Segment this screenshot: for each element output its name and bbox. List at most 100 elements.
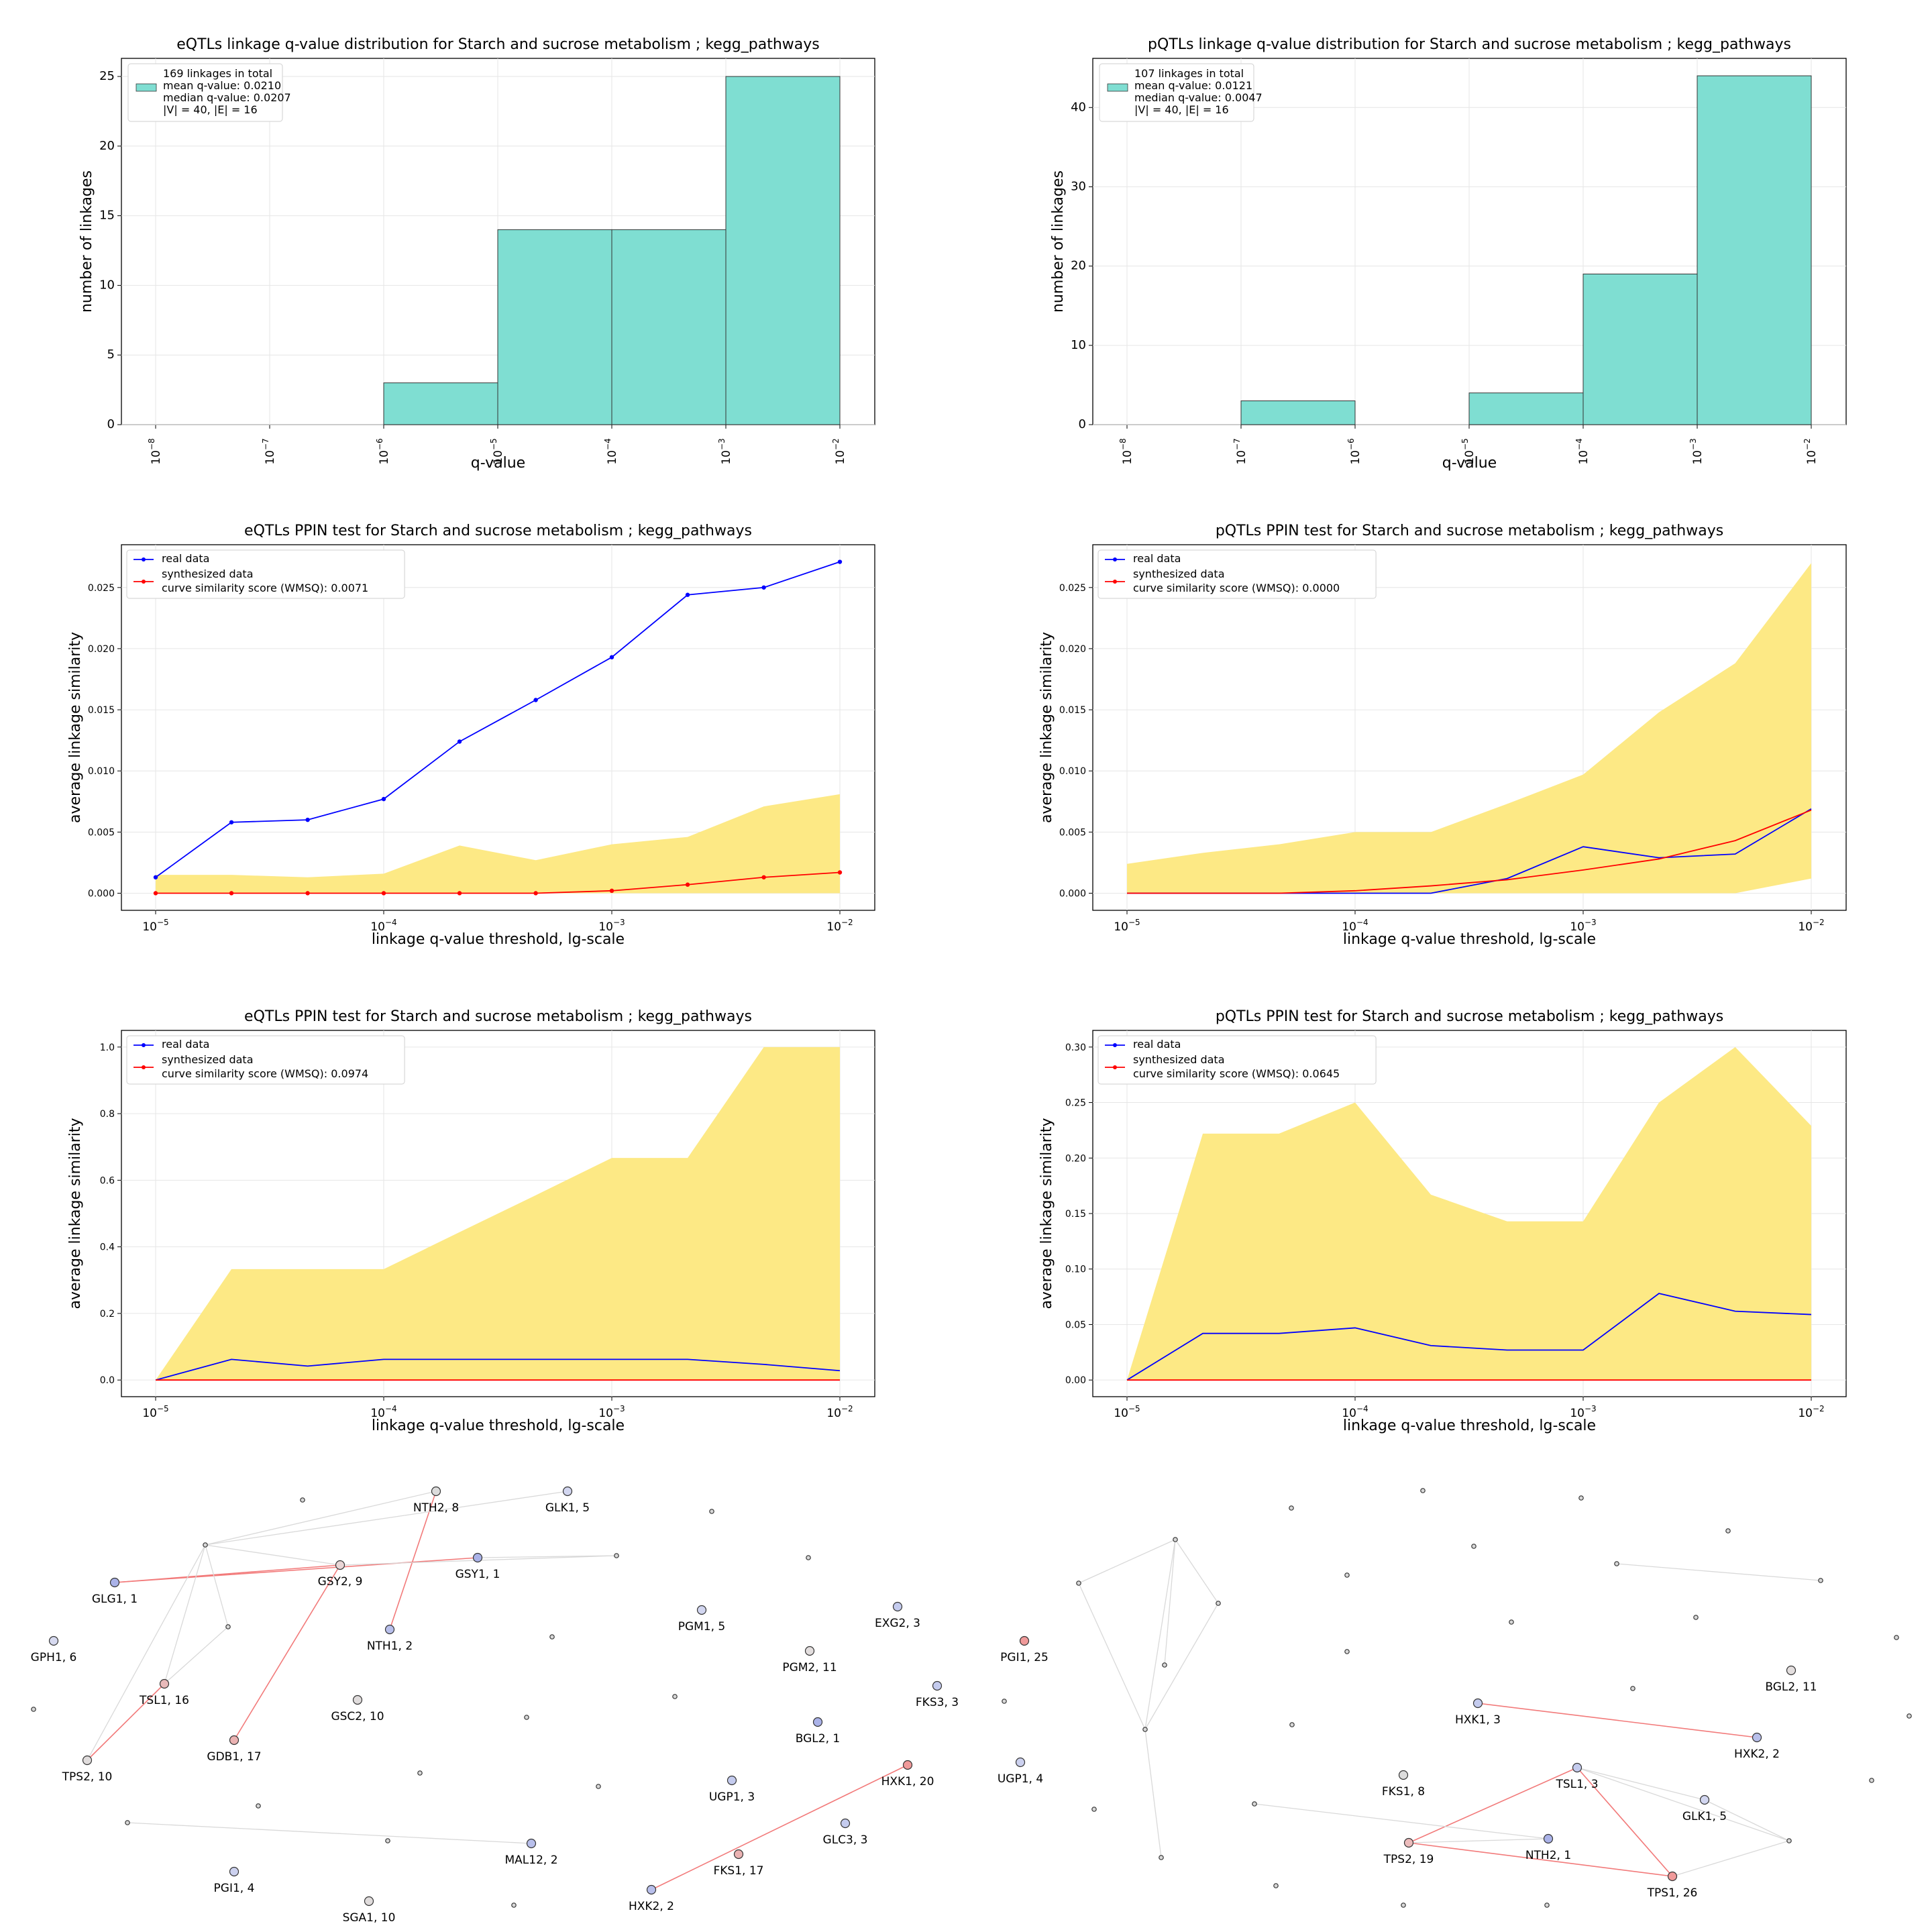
chart-title: pQTLs PPIN test for Starch and sucrose m… (1216, 523, 1723, 539)
graph-node (1162, 1662, 1167, 1668)
graph-node (1572, 1762, 1582, 1773)
histogram-bar (1582, 273, 1698, 425)
data-point (229, 820, 234, 824)
graph-node (1543, 1833, 1554, 1844)
chart-title: pQTLs linkage q-value distribution for S… (1148, 36, 1791, 53)
graph-node (203, 1542, 208, 1548)
axes-eqtl_hist: eQTLs linkage q-value distribution for S… (78, 36, 875, 472)
x-axis-label: linkage q-value threshold, lg-scale (1343, 931, 1596, 948)
edge (1144, 1729, 1162, 1858)
x-axis-label: q-value (1442, 455, 1497, 472)
graph-node (1002, 1699, 1007, 1704)
node-label: BGL2, 11 (1765, 1680, 1817, 1694)
y-tick-label: 0.005 (1059, 827, 1086, 838)
edge (1576, 1767, 1705, 1801)
y-tick-label: 0 (107, 417, 115, 431)
data-point (761, 875, 766, 879)
y-tick-label: 0.025 (1059, 583, 1086, 594)
highlighted-edge (233, 1564, 341, 1741)
graph-node (48, 1635, 59, 1646)
y-tick-label: 0.6 (100, 1175, 115, 1186)
confidence-band (156, 794, 840, 894)
data-point (533, 698, 538, 702)
graph-node (335, 1560, 345, 1570)
graph-node (1344, 1572, 1350, 1578)
x-tick-label: 10−4 (603, 438, 619, 464)
histogram-bar (725, 76, 841, 425)
legend-text: median q-value: 0.0207 (163, 91, 291, 104)
line-chart-eqtl_ppin_2: 10−5 10−4 10−3 10−2 0.0 0.2 0.4 0.6 0.8 1.0 real d… (100, 1030, 875, 1420)
graph-node (1159, 1855, 1164, 1860)
graph-node (364, 1896, 374, 1907)
y-tick-label: 10 (99, 278, 115, 292)
graph-node (1471, 1544, 1477, 1549)
legend-text: synthesized data (1133, 568, 1225, 580)
highlighted-edge (87, 1683, 165, 1761)
x-axis-label: q-value (471, 455, 525, 472)
graph-node (256, 1803, 261, 1809)
legend-box (126, 1035, 405, 1085)
graph-node (1216, 1601, 1221, 1606)
node-label: UGP1, 3 (709, 1790, 755, 1804)
y-tick-label: 5 (107, 347, 115, 362)
x-tick-label: 10−3 (598, 918, 625, 934)
line-chart-pqtl_ppin_1: 10−5 10−4 10−3 10−2 0.000 0.005 0.010 0.015 0.02… (1059, 545, 1846, 934)
edge (477, 1555, 617, 1558)
chart-title: eQTLs PPIN test for Starch and sucrose m… (244, 523, 752, 539)
edge (205, 1544, 229, 1627)
legend-text: synthesized data (162, 1053, 254, 1066)
y-tick-label: 0.0 (100, 1375, 115, 1386)
confidence-band (156, 1046, 840, 1381)
series-line (156, 871, 841, 894)
node-label: FKS3, 3 (916, 1696, 959, 1709)
y-axis-label: average linkage similarity (67, 632, 84, 823)
graph-node (159, 1678, 170, 1689)
axes-eqtl_ppin_2: eQTLs PPIN test for Starch and sucrose m… (67, 1008, 875, 1434)
graph-node (646, 1884, 657, 1895)
series-line (1127, 809, 1812, 894)
legend-marker (142, 1065, 146, 1069)
graph-node (1398, 1770, 1409, 1780)
highlighted-edge (389, 1491, 437, 1630)
graph-node (524, 1715, 529, 1720)
graph-node (1273, 1883, 1279, 1888)
graph-node (562, 1486, 573, 1497)
node-label: TPS1, 26 (1647, 1886, 1698, 1900)
edge (205, 1491, 568, 1546)
highlighted-edge (114, 1557, 478, 1583)
edge (164, 1544, 206, 1684)
node-label: PGM1, 5 (678, 1620, 726, 1633)
node-label: GSY2, 9 (318, 1575, 363, 1589)
graph-node (1252, 1801, 1257, 1807)
graph-node (1401, 1902, 1406, 1908)
legend-text: 107 linkages in total (1134, 67, 1244, 80)
node-label: GPH1, 6 (31, 1651, 77, 1664)
graph-node (1699, 1794, 1710, 1805)
legend-text: curve similarity score (WMSQ): 0.0645 (1133, 1067, 1340, 1080)
chart-title: eQTLs linkage q-value distribution for S… (176, 36, 819, 53)
histogram-bar (1697, 75, 1812, 425)
y-tick-label: 0.2 (100, 1309, 115, 1320)
highlighted-edge (1408, 1842, 1673, 1877)
network-eqtl_network: NTH2, 8 GLK1, 5 GLG1, 1 GSY2, 9 GSY1, 1 NTH1,… (31, 1486, 959, 1925)
graph-node (696, 1605, 707, 1615)
graph-node (806, 1555, 811, 1560)
graph-node (472, 1552, 483, 1563)
y-tick-label: 0.000 (88, 888, 115, 899)
legend-marker (142, 557, 146, 561)
graph-node (1578, 1495, 1584, 1501)
node-label: TPS2, 19 (1383, 1853, 1434, 1866)
axes-pqtl_ppin_1: pQTLs PPIN test for Starch and sucrose m… (1038, 523, 1847, 948)
x-axis-label: linkage q-value threshold, lg-scale (372, 1417, 625, 1434)
edge (1175, 1539, 1219, 1604)
x-tick-label: 10−5 (142, 918, 168, 934)
y-tick-label: 20 (1071, 259, 1086, 273)
y-axis-label: number of linkages (1050, 170, 1067, 313)
line-chart-pqtl_ppin_2: 10−5 10−4 10−3 10−2 0.00 0.05 0.10 0.15 0.20 0.25… (1065, 1030, 1846, 1420)
x-tick-label: 10−2 (826, 1404, 853, 1420)
node-label: NTH2, 8 (413, 1501, 459, 1515)
legend-box (127, 63, 283, 122)
histogram-bar (611, 229, 727, 425)
graph-node (1173, 1537, 1178, 1542)
